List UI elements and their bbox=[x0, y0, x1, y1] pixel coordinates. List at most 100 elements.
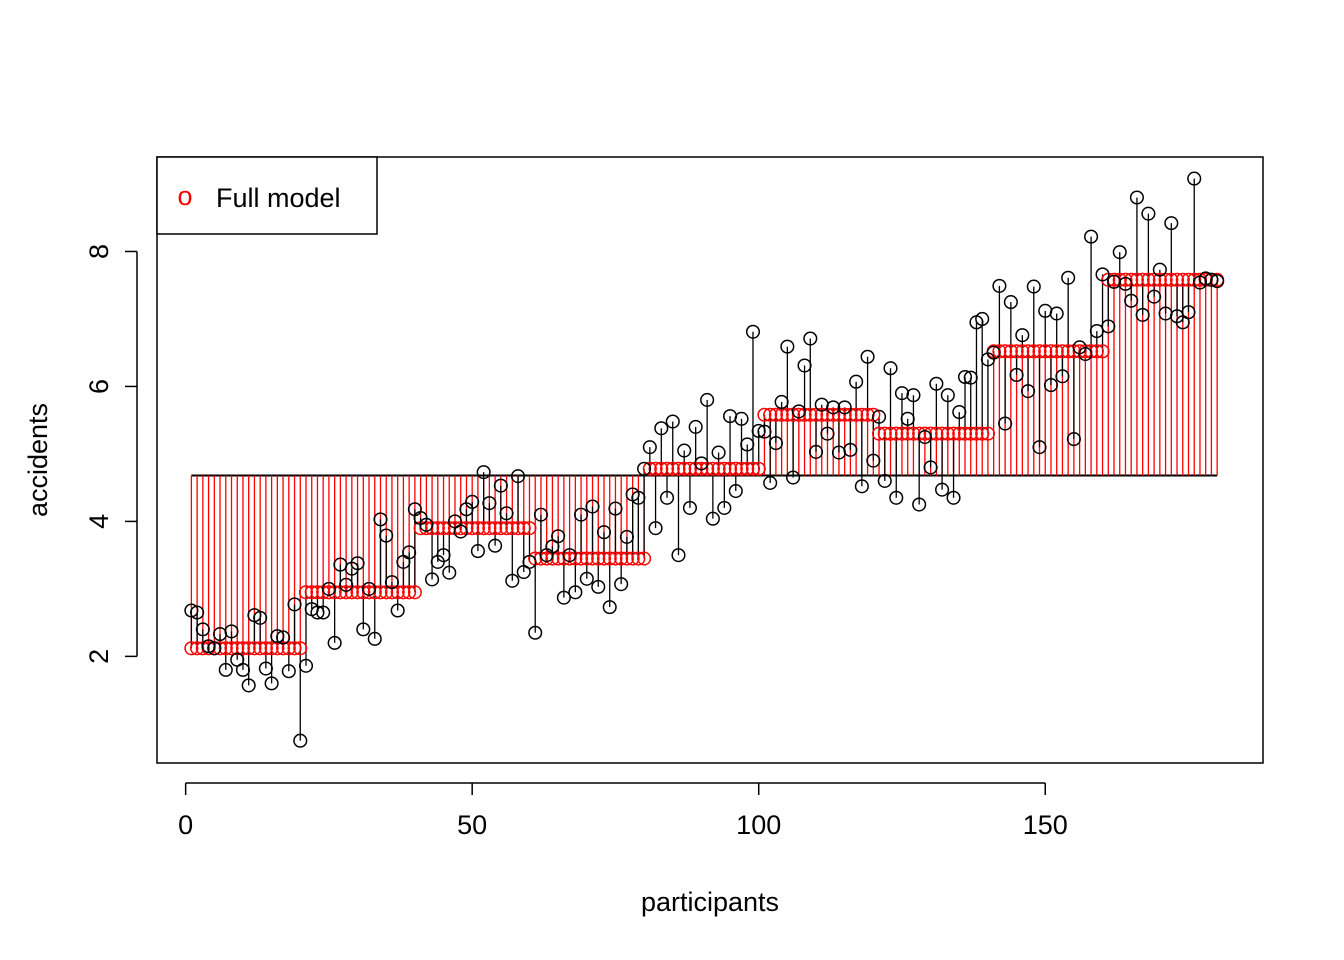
observed-point bbox=[316, 605, 331, 620]
observed-point bbox=[705, 511, 720, 526]
fitted-point bbox=[969, 426, 984, 441]
fitted-point bbox=[212, 641, 228, 656]
observed-point bbox=[1181, 305, 1196, 320]
observed-point bbox=[648, 521, 663, 536]
observed-point bbox=[1112, 245, 1127, 260]
x-tick-label: 0 bbox=[178, 810, 193, 840]
fitted-point bbox=[723, 461, 738, 476]
fitted-point bbox=[1141, 272, 1156, 287]
fitted-point bbox=[505, 521, 520, 536]
observed-point bbox=[998, 416, 1013, 431]
observed-point bbox=[470, 544, 485, 559]
observed-point bbox=[1049, 306, 1064, 321]
y-axis-label: accidents bbox=[23, 403, 53, 517]
observed-point bbox=[596, 525, 612, 540]
fitted-point bbox=[1015, 344, 1030, 359]
fitted-point bbox=[849, 407, 864, 422]
fitted-point bbox=[637, 551, 652, 566]
observed-point bbox=[310, 605, 325, 620]
observed-point bbox=[402, 545, 417, 560]
observed-point bbox=[258, 661, 273, 676]
fitted-point bbox=[1095, 344, 1110, 359]
fitted-point bbox=[1118, 272, 1133, 287]
fitted-point bbox=[625, 551, 640, 566]
observed-point bbox=[419, 517, 434, 532]
fitted-point bbox=[883, 426, 898, 441]
observed-point bbox=[963, 370, 978, 385]
fitted-point bbox=[826, 407, 841, 422]
fitted-point bbox=[602, 551, 617, 566]
fitted-point bbox=[791, 407, 806, 422]
fitted-point bbox=[253, 641, 268, 656]
observed-point bbox=[442, 565, 457, 580]
fitted-point bbox=[264, 641, 279, 656]
observed-point bbox=[1015, 328, 1030, 343]
observed-point bbox=[1164, 216, 1179, 231]
fitted-point bbox=[499, 521, 514, 536]
observed-point bbox=[1124, 293, 1139, 308]
observed-point bbox=[482, 496, 497, 511]
fitted-point bbox=[757, 407, 772, 422]
fitted-point bbox=[866, 407, 881, 422]
observed-point bbox=[1129, 190, 1144, 205]
observed-point bbox=[321, 581, 336, 596]
observed-point bbox=[986, 345, 1001, 360]
observed-point bbox=[453, 524, 468, 539]
fitted-point bbox=[768, 407, 783, 422]
fitted-point bbox=[539, 551, 554, 566]
fitted-point bbox=[1038, 344, 1053, 359]
fitted-point bbox=[281, 641, 296, 656]
observed-point bbox=[654, 421, 669, 436]
observed-point bbox=[671, 548, 686, 563]
fitted-point bbox=[516, 521, 531, 536]
fitted-point bbox=[642, 461, 657, 476]
observed-point bbox=[608, 501, 623, 516]
observed-point bbox=[923, 460, 938, 475]
fitted-point bbox=[241, 641, 256, 656]
fitted-point bbox=[1049, 344, 1064, 359]
fitted-point bbox=[682, 461, 697, 476]
observed-point bbox=[436, 548, 451, 563]
observed-point bbox=[493, 478, 508, 493]
x-axis: 0 50 100 150 bbox=[178, 782, 1068, 840]
observed-point bbox=[751, 423, 766, 439]
fitted-point bbox=[631, 551, 646, 566]
fitted-point bbox=[298, 585, 314, 600]
y-tick-label: 8 bbox=[84, 244, 114, 259]
observed-point bbox=[568, 585, 583, 600]
observed-point bbox=[287, 597, 302, 612]
observed-point bbox=[946, 490, 961, 505]
fitted-point bbox=[734, 461, 749, 476]
observed-point bbox=[780, 339, 795, 354]
observed-point bbox=[350, 556, 365, 571]
fitted-point bbox=[963, 426, 978, 441]
observed-point bbox=[637, 461, 652, 476]
observed-point bbox=[711, 445, 726, 460]
observed-point bbox=[361, 581, 377, 596]
fitted-point bbox=[1055, 344, 1070, 359]
fitted-point bbox=[218, 641, 233, 656]
fitted-point bbox=[614, 551, 629, 566]
fitted-point bbox=[711, 461, 726, 476]
observed-point bbox=[339, 577, 354, 592]
fitted-point bbox=[1169, 272, 1185, 287]
observed-point bbox=[1095, 267, 1110, 282]
fitted-point bbox=[1135, 272, 1150, 287]
observed-point bbox=[975, 311, 990, 327]
observed-point bbox=[642, 440, 657, 455]
observed-point bbox=[379, 528, 394, 543]
fitted-point bbox=[402, 585, 417, 600]
observed-point bbox=[665, 414, 680, 429]
observed-point bbox=[940, 388, 955, 403]
observed-point bbox=[659, 490, 675, 505]
observed-point bbox=[1187, 171, 1202, 186]
observed-point bbox=[883, 361, 898, 376]
fitted-point bbox=[436, 521, 451, 536]
observed-point bbox=[740, 437, 755, 452]
fitted-point bbox=[304, 585, 319, 600]
fitted-point bbox=[837, 407, 852, 422]
fitted-point bbox=[763, 407, 778, 422]
observed-point bbox=[293, 733, 308, 748]
fitted-point bbox=[321, 585, 336, 600]
observed-point bbox=[866, 453, 881, 468]
